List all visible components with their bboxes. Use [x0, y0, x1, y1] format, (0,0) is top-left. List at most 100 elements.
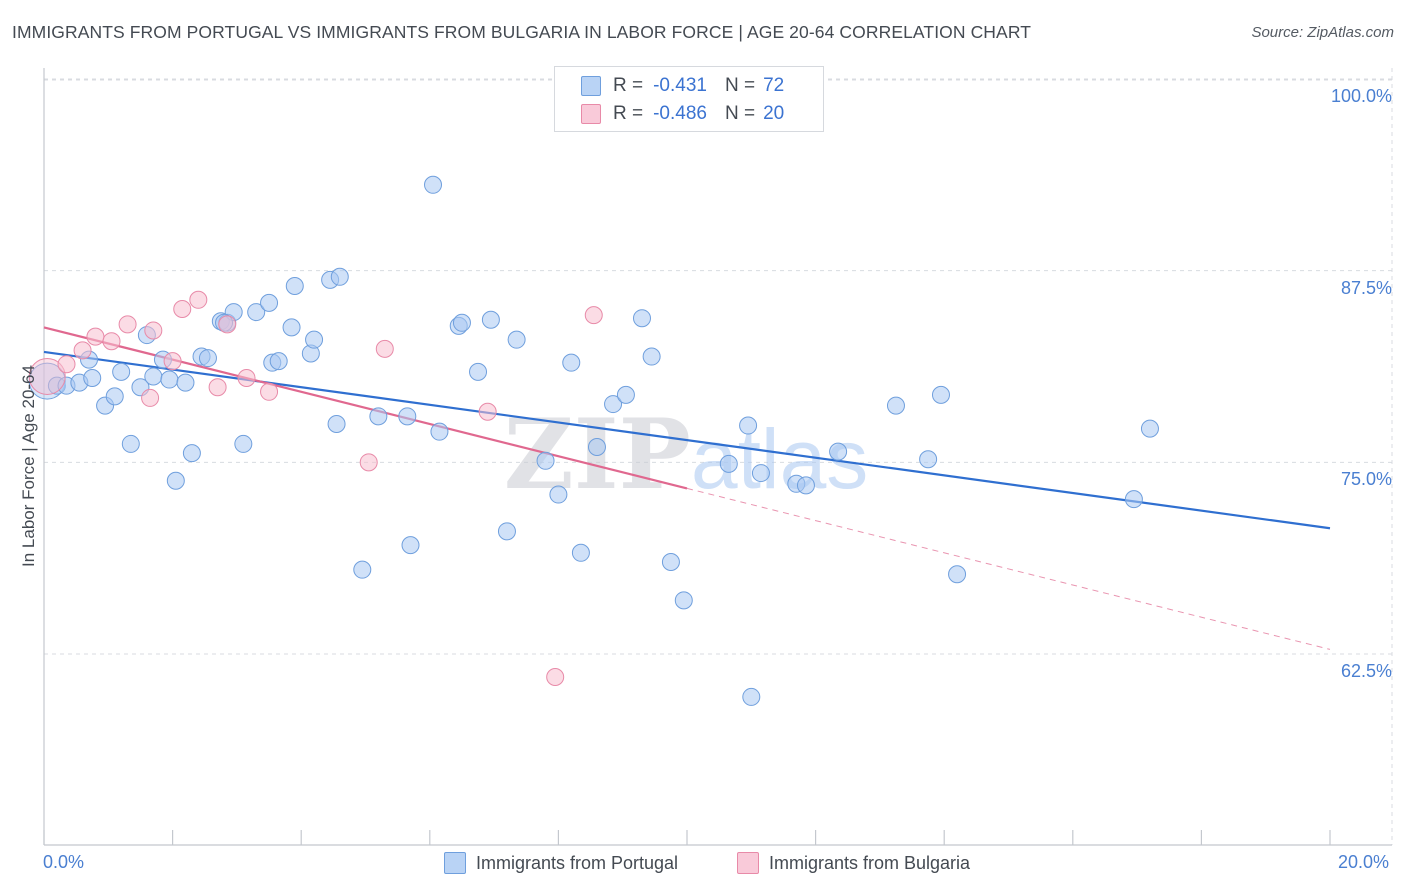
portugal-point: [587, 438, 606, 456]
portugal-point: [1124, 490, 1143, 509]
portugal-point: [562, 353, 581, 372]
bulgaria-point: [73, 341, 92, 360]
x-tick-label-min: 0.0%: [43, 852, 85, 872]
portugal-swatch-icon: [444, 852, 466, 874]
bulgaria-point: [237, 369, 256, 387]
legend-row-portugal: R = -0.431 N = 72: [555, 71, 784, 101]
bulgaria-point: [208, 378, 227, 397]
portugal-point: [739, 416, 758, 435]
portugal-point: [507, 330, 526, 349]
portugal-point: [497, 522, 516, 541]
legend-n-value: 72: [763, 75, 785, 96]
correlation-legend: R = -0.431 N = 72 R = -0.486 N = 20: [554, 66, 824, 132]
bulgaria-point: [546, 668, 565, 686]
y-tick-label: 62.5%: [1340, 661, 1392, 681]
portugal-point: [674, 591, 693, 610]
bulgaria-point: [144, 321, 163, 340]
portugal-point: [796, 476, 815, 495]
portugal-point: [234, 434, 253, 453]
portugal-point: [931, 385, 950, 404]
portugal-point: [260, 293, 279, 312]
bulgaria-swatch-icon: [581, 104, 601, 124]
series-legend: Immigrants from Portugal Immigrants from…: [0, 852, 1406, 878]
legend-label-bulgaria: Immigrants from Bulgaria: [769, 852, 971, 873]
legend-r-value: -0.486: [653, 103, 707, 124]
portugal-point: [642, 347, 661, 366]
portugal-point: [305, 330, 324, 349]
bulgaria-point: [189, 290, 208, 309]
bulgaria-point: [163, 352, 182, 371]
portugal-point: [112, 362, 131, 381]
bulgaria-trend-extension: [686, 487, 1331, 650]
legend-row-bulgaria: R = -0.486 N = 20: [555, 99, 784, 129]
source-credit: Source: ZipAtlas.com: [1251, 24, 1394, 41]
legend-n-value: 20: [763, 103, 785, 124]
portugal-point: [353, 560, 372, 579]
bulgaria-point: [57, 355, 76, 374]
bulgaria-point: [359, 453, 378, 472]
portugal-point: [481, 310, 500, 329]
legend-n-label: N =: [724, 75, 756, 96]
portugal-point: [424, 175, 443, 194]
portugal-point: [571, 543, 590, 562]
trend-lines: [43, 326, 1331, 650]
portugal-point: [121, 434, 140, 453]
portugal-point: [719, 454, 738, 473]
y-tick-label: 87.5%: [1340, 277, 1392, 298]
portugal-point: [198, 349, 217, 368]
portugal-point: [536, 451, 555, 470]
portugal-point: [282, 318, 301, 337]
bulgaria-point: [173, 300, 192, 318]
portugal-point: [401, 536, 420, 555]
portugal-point: [398, 407, 417, 426]
portugal-point: [616, 385, 635, 404]
y-tick-label: 75.0%: [1340, 469, 1392, 490]
legend-n-label: N =: [724, 103, 756, 124]
bulgaria-point: [28, 357, 66, 395]
bulgaria-trend-line: [43, 326, 688, 490]
portugal-point: [176, 373, 195, 392]
axes: [43, 68, 1392, 846]
data-points: [28, 175, 1159, 706]
portugal-point: [661, 553, 680, 571]
portugal-point: [182, 444, 201, 463]
bulgaria-point: [86, 327, 105, 346]
legend-r-label: R =: [613, 75, 644, 96]
portugal-point: [269, 352, 288, 371]
bulgaria-swatch-icon: [737, 852, 759, 874]
portugal-point: [1140, 419, 1159, 438]
legend-r-label: R =: [613, 103, 644, 124]
legend-item-bulgaria: Immigrants from Bulgaria: [737, 852, 970, 874]
portugal-point: [144, 367, 163, 386]
legend-r-value: -0.431: [653, 75, 707, 96]
portugal-point: [886, 396, 905, 415]
x-tick-label-max: 20.0%: [1338, 852, 1390, 872]
bulgaria-point: [584, 306, 603, 325]
watermark-zipatlas: ZIPatlas: [504, 398, 869, 511]
portugal-point: [285, 277, 304, 295]
portugal-point: [829, 442, 848, 461]
portugal-point: [327, 415, 346, 433]
portugal-point: [166, 471, 185, 490]
y-axis-title: In Labor Force | Age 20-64: [19, 365, 38, 567]
legend-item-portugal: Immigrants from Portugal: [444, 852, 678, 874]
bulgaria-point: [375, 339, 394, 358]
chart-title: IMMIGRANTS FROM PORTUGAL VS IMMIGRANTS F…: [12, 22, 1032, 42]
portugal-point: [632, 309, 651, 328]
portugal-point: [452, 313, 471, 332]
portugal-point: [751, 464, 770, 483]
portugal-point: [430, 422, 449, 441]
bulgaria-point: [118, 315, 137, 334]
portugal-point: [160, 370, 179, 389]
portugal-point: [948, 565, 967, 584]
bulgaria-point: [102, 332, 121, 351]
portugal-point: [549, 485, 568, 504]
y-tick-label: 100.0%: [1330, 86, 1392, 106]
bulgaria-point: [218, 315, 237, 334]
portugal-point: [369, 407, 388, 426]
legend-label-portugal: Immigrants from Portugal: [476, 852, 679, 873]
portugal-point: [469, 362, 488, 381]
portugal-point: [742, 687, 761, 706]
portugal-point: [105, 387, 124, 406]
